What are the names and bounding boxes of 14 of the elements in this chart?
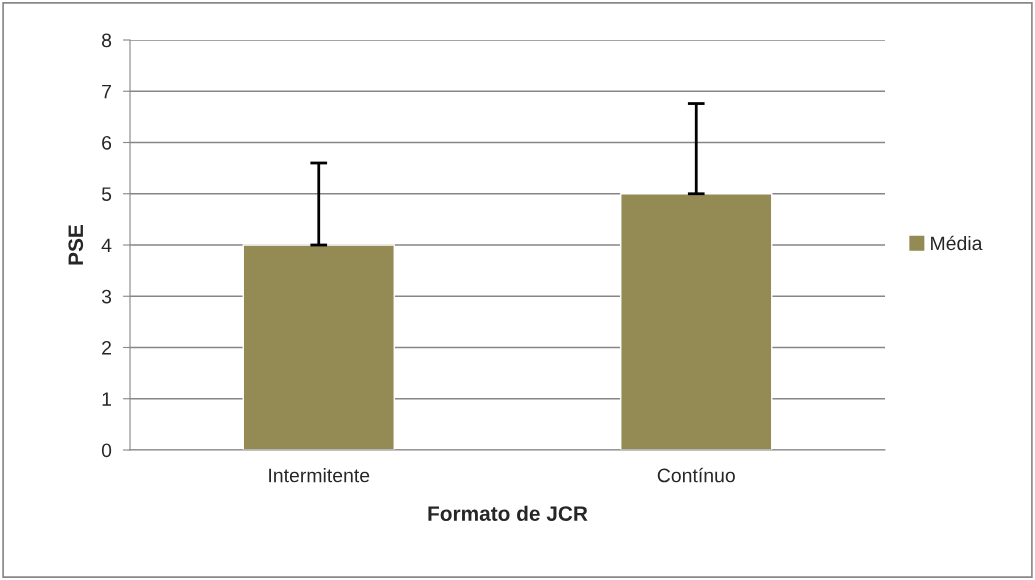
x-tick-label: Contínuo — [657, 467, 735, 483]
x-tick-label: Intermitente — [269, 468, 370, 483]
y-axis-title: PSE — [68, 224, 84, 265]
y-tick-label: 3 — [101, 289, 112, 304]
y-tick-label: 5 — [101, 187, 112, 201]
y-tick-label: 4 — [101, 238, 112, 253]
y-tick-label: 0 — [101, 443, 112, 458]
y-tick-label: 1 — [102, 392, 111, 406]
y-tick-label: 7 — [102, 84, 111, 99]
y-tick-label: 8 — [101, 33, 112, 48]
y-tick-label: 6 — [102, 135, 112, 150]
x-axis-title: Formato de JCR — [428, 505, 588, 521]
y-tick-label: 2 — [102, 340, 111, 355]
legend-label: Média — [931, 235, 983, 251]
